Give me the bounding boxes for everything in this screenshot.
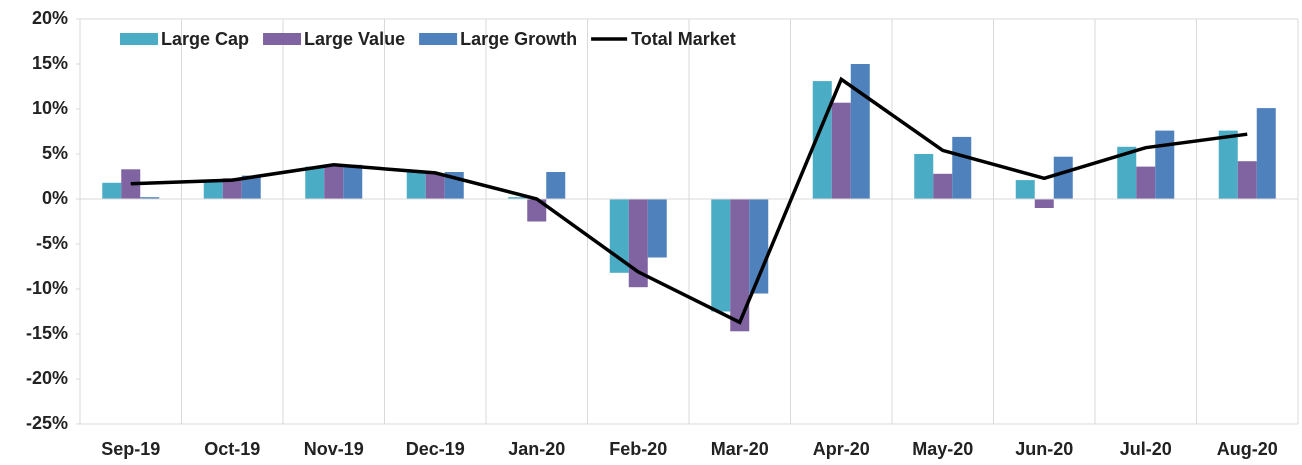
bar (222, 178, 242, 199)
bar (546, 172, 566, 199)
bar (1053, 156, 1073, 199)
y-tick-label: -15% (26, 323, 68, 343)
y-tick-label: 15% (32, 53, 68, 73)
bar (711, 199, 731, 312)
bar (1136, 166, 1156, 199)
x-tick-label: Mar-20 (711, 439, 769, 459)
y-tick-label: 0% (42, 188, 68, 208)
x-tick-label: Oct-19 (204, 439, 260, 459)
bar (1117, 146, 1137, 199)
legend-swatch (120, 33, 158, 45)
legend-label: Large Cap (161, 29, 249, 49)
bar (1155, 130, 1175, 199)
bar (203, 180, 223, 199)
bar (241, 175, 261, 199)
y-tick-label: 20% (32, 8, 68, 28)
bar (730, 199, 750, 332)
x-tick-label: Jan-20 (508, 439, 565, 459)
bar (305, 166, 325, 199)
legend-label: Large Growth (460, 29, 577, 49)
bar (1034, 199, 1054, 208)
x-tick-label: Feb-20 (609, 439, 667, 459)
bar (1015, 180, 1035, 199)
line (130, 76, 1248, 325)
bar (343, 164, 363, 199)
x-tick-label: Jun-20 (1015, 439, 1073, 459)
bar (140, 197, 160, 199)
legend-label: Total Market (631, 29, 736, 49)
bar (628, 199, 648, 288)
y-tick-label: -20% (26, 368, 68, 388)
y-tick-label: -5% (36, 233, 68, 253)
x-tick-label: Sep-19 (101, 439, 160, 459)
bar (850, 64, 870, 199)
y-tick-label: -10% (26, 278, 68, 298)
y-tick-label: -25% (26, 413, 68, 433)
bar (102, 182, 122, 199)
bar (1237, 161, 1257, 199)
bar (121, 169, 141, 199)
y-tick-label: 5% (42, 143, 68, 163)
bar (914, 154, 934, 199)
legend-label: Large Value (304, 29, 405, 49)
bar (527, 199, 547, 222)
bar (933, 173, 953, 199)
x-tick-label: Aug-20 (1217, 439, 1278, 459)
bar (508, 197, 528, 199)
x-tick-label: Dec-19 (406, 439, 465, 459)
bar (831, 102, 851, 199)
x-tick-label: Jul-20 (1120, 439, 1172, 459)
y-tick-label: 10% (32, 98, 68, 118)
bar (647, 199, 667, 258)
legend-swatch (263, 33, 302, 45)
legend-swatch (419, 33, 458, 45)
bar (324, 166, 344, 199)
x-tick-label: Nov-19 (304, 439, 364, 459)
bar (425, 173, 445, 199)
x-tick-label: May-20 (912, 439, 973, 459)
bar (1256, 108, 1276, 199)
bar (406, 172, 426, 199)
bar (952, 136, 972, 199)
bar (1218, 130, 1238, 199)
x-tick-label: Apr-20 (813, 439, 870, 459)
